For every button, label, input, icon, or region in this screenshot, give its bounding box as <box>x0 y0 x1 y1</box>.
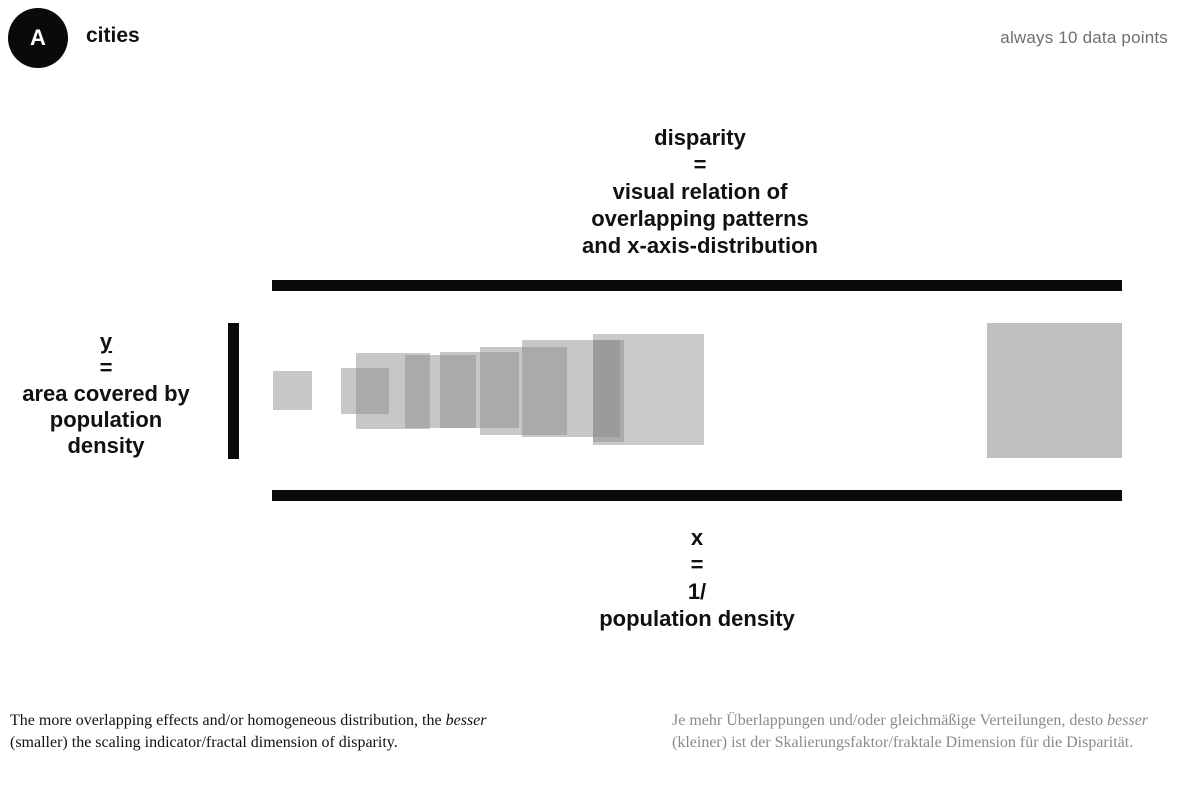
x-axis-bar <box>272 490 1122 501</box>
footnote-en-before: The more overlapping effects and/or homo… <box>10 712 446 729</box>
footnote-en-after: (smaller) the scaling indicator/fractal … <box>10 734 398 751</box>
top-axis-bar <box>272 280 1122 291</box>
y-axis-bar <box>228 323 239 459</box>
footnote-german: Je mehr Überlappungen und/oder gleichmäß… <box>672 710 1182 754</box>
y-axis-label-line: area covered by <box>22 381 190 406</box>
footnote-english: The more overlapping effects and/or homo… <box>10 710 530 754</box>
data-square <box>987 323 1122 458</box>
footnote-de-after: (kleiner) ist der Skalierungsfaktor/frak… <box>672 734 1134 751</box>
data-square <box>593 340 624 442</box>
footnote-de-before: Je mehr Überlappungen und/oder gleichmäß… <box>672 712 1108 729</box>
disparity-label-line: visual relation of <box>612 179 788 204</box>
section-title: cities <box>86 24 140 47</box>
y-axis-label-line: population <box>49 407 163 432</box>
disparity-label: disparity = visual relation of overlappi… <box>450 124 950 259</box>
data-square <box>480 347 567 435</box>
x-axis-label-line: = <box>690 552 704 577</box>
data-square <box>522 340 620 437</box>
y-axis-label-line: y <box>99 329 113 354</box>
y-axis-label-line: = <box>99 355 113 380</box>
section-badge: A <box>8 8 68 68</box>
disparity-label-line: disparity <box>654 125 746 150</box>
y-axis-label: y = area covered by population density <box>0 329 212 459</box>
disparity-label-line: and x-axis-distribution <box>582 233 818 258</box>
data-points-note: always 10 data points <box>1000 28 1168 47</box>
footnote-de-emphasis: besser <box>1107 712 1149 729</box>
y-axis-label-line: density <box>67 433 145 458</box>
x-axis-label: x = 1/ population density <box>497 524 897 632</box>
x-axis-label-line: population density <box>599 606 795 631</box>
data-square <box>593 334 704 445</box>
data-square <box>440 352 519 428</box>
data-square <box>341 368 389 414</box>
footnote-en-emphasis: besser <box>445 712 487 729</box>
disparity-label-line: overlapping patterns <box>591 206 809 231</box>
x-axis-label-line: 1/ <box>687 579 707 604</box>
data-square <box>273 371 312 410</box>
x-axis-label-line: x <box>690 525 704 550</box>
disparity-label-line: = <box>693 152 707 177</box>
data-square <box>405 355 476 428</box>
data-square <box>356 353 430 429</box>
